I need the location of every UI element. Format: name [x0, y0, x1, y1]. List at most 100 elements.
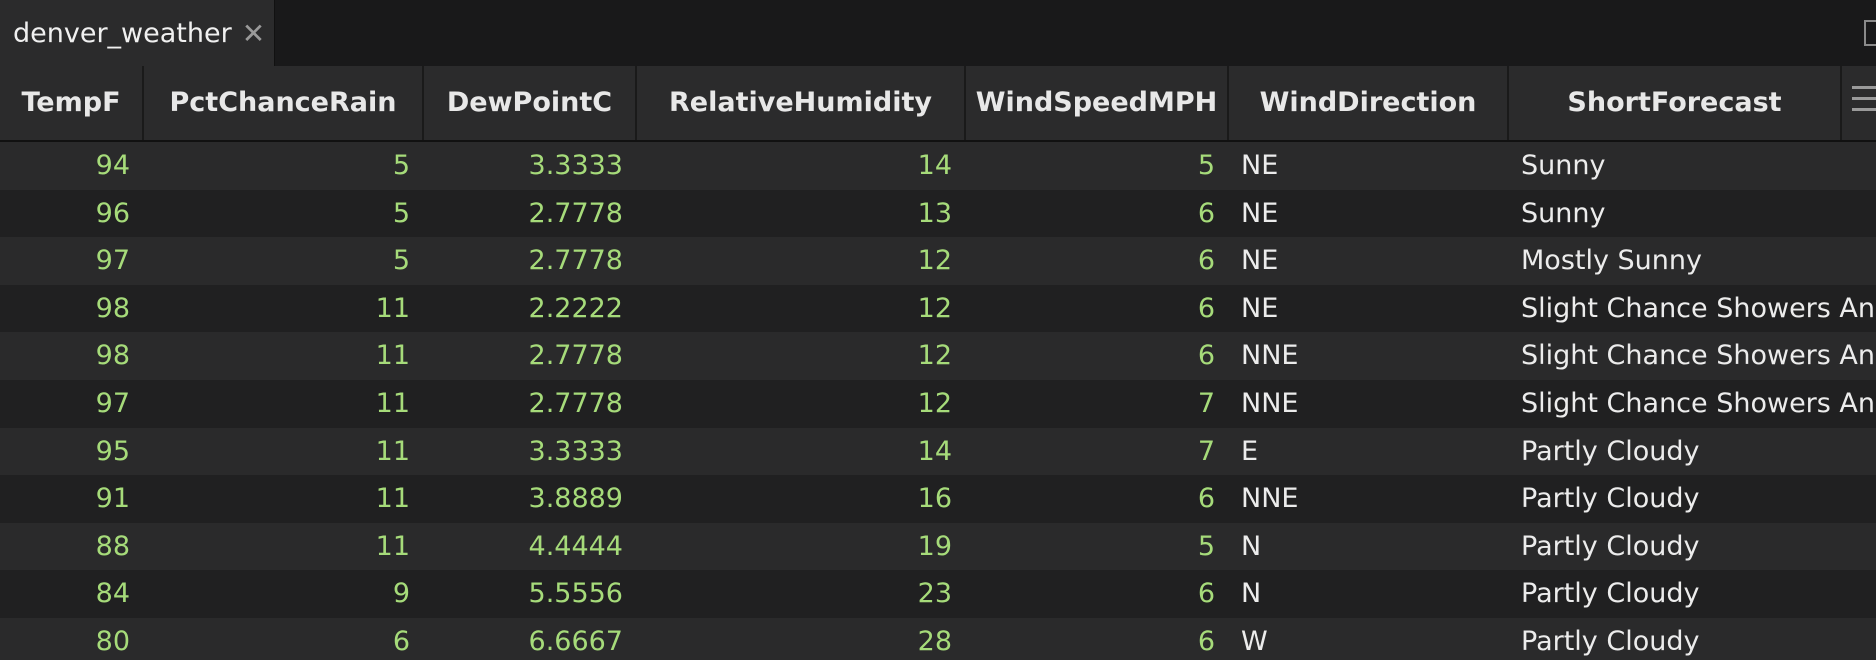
table-row: 98 11 2.2222 12 6 NE Slight Chance Showers And: [0, 284, 1876, 333]
column-header[interactable]: RelativeHumidity: [637, 66, 966, 140]
column-header[interactable]: WindSpeedMPH: [966, 66, 1229, 140]
table-cell: Slight Chance Showers And: [1521, 388, 1876, 419]
table-cell: Partly Cloudy: [1521, 626, 1700, 657]
table-cell: Mostly Sunny: [1521, 245, 1702, 277]
table-cell: N: [1241, 530, 1262, 562]
table-cell: NE: [1241, 150, 1279, 181]
table-row: 98 11 2.7778 12 6 NNE Slight Chance Showers An…: [0, 332, 1876, 380]
table-cell: 3.8889: [528, 483, 623, 515]
table-cell: 95: [95, 435, 130, 467]
table-cell: 6: [392, 626, 410, 657]
table-cell: Partly Cloudy: [1521, 435, 1700, 467]
tab[interactable]: denver_weather ✕: [0, 0, 275, 66]
table-cell: Partly Cloudy: [1521, 578, 1700, 610]
table-cell: 84: [95, 578, 130, 610]
column-header[interactable]: TempF: [0, 66, 144, 140]
table-row: 95 11 3.3333 14 7 E Partly Cloudy: [0, 427, 1876, 476]
maximize-icon[interactable]: [1864, 20, 1876, 46]
table-cell: 16: [917, 483, 952, 515]
table-cell: 11: [375, 435, 410, 467]
column-header[interactable]: PctChanceRain: [144, 66, 424, 140]
table-cell: 4.4444: [528, 530, 623, 562]
table-cell: 19: [917, 530, 952, 562]
table-cell: Slight Chance Showers And: [1521, 340, 1876, 372]
table-cell: 5: [392, 150, 410, 181]
table-cell: NE: [1241, 292, 1279, 324]
table-cell: 80: [95, 626, 130, 657]
table-cell: 12: [917, 388, 952, 419]
table-cell: 11: [375, 340, 410, 372]
column-header[interactable]: ShortForecast: [1509, 66, 1842, 140]
table-cell: 2.2222: [528, 292, 623, 324]
table-cell: 12: [917, 340, 952, 372]
table-cell: 5: [1197, 530, 1215, 562]
table-cell: 3.3333: [528, 435, 623, 467]
table-row: 80 6 6.6667 28 6 W Partly Cloudy: [0, 618, 1876, 660]
table-row: 94 5 3.3333 14 5 NE Sunny: [0, 142, 1876, 190]
table-row: 97 5 2.7778 12 6 NE Mostly Sunny: [0, 237, 1876, 285]
table-cell: NNE: [1241, 483, 1299, 515]
table-cell: 7: [1197, 435, 1215, 467]
table-cell: 88: [95, 530, 130, 562]
table-cell: 14: [917, 150, 952, 181]
table-cell: 9: [392, 578, 410, 610]
table-cell: 5: [1197, 150, 1215, 181]
table-cell: 12: [917, 245, 952, 277]
table-cell: W: [1241, 626, 1268, 657]
column-header[interactable]: WindDirection: [1229, 66, 1509, 140]
table-cell: 7: [1197, 388, 1215, 419]
table-row: 91 11 3.8889 16 6 NNE Partly Cloudy: [0, 475, 1876, 523]
table-row: 96 5 2.7778 13 6 NE Sunny: [0, 189, 1876, 238]
tab-bar: denver_weather ✕: [0, 0, 1876, 67]
table-row: 84 9 5.5556 23 6 N Partly Cloudy: [0, 570, 1876, 618]
table-cell: 98: [95, 292, 130, 324]
table-cell: 14: [917, 435, 952, 467]
table-cell: 6: [1197, 578, 1215, 610]
table-cell: 97: [95, 388, 130, 419]
table-cell: 2.7778: [528, 388, 623, 419]
table-cell: NE: [1241, 197, 1279, 229]
table-cell: NE: [1241, 245, 1279, 277]
table-cell: 6: [1197, 483, 1215, 515]
table-cell: Sunny: [1521, 197, 1606, 229]
table-cell: 98: [95, 340, 130, 372]
table-row: 97 11 2.7778 12 7 NNE Slight Chance Showers An…: [0, 380, 1876, 428]
table-cell: 6: [1197, 197, 1215, 229]
table-cell: 11: [375, 530, 410, 562]
table-cell: 6.6667: [528, 626, 623, 657]
table-cell: NNE: [1241, 388, 1299, 419]
table-cell: 23: [917, 578, 952, 610]
table-cell: 28: [917, 626, 952, 657]
table-cell: 3.3333: [528, 150, 623, 181]
column-menu[interactable]: [1852, 86, 1876, 120]
close-button[interactable]: ✕: [241, 16, 266, 50]
table-cell: 6: [1197, 245, 1215, 277]
table-cell: 13: [917, 197, 952, 229]
table-cell: 91: [95, 483, 130, 515]
table-cell: 11: [375, 388, 410, 419]
table-cell: 96: [95, 197, 130, 229]
table-cell: 5: [392, 197, 410, 229]
table-cell: E: [1241, 435, 1259, 467]
table-cell: Partly Cloudy: [1521, 483, 1700, 515]
table-cell: Partly Cloudy: [1521, 530, 1700, 562]
tab-title: denver_weather: [13, 17, 232, 49]
table-cell: 6: [1197, 340, 1215, 372]
header-row: TempF PctChanceRain DewPointC RelativeHumid…: [0, 66, 1876, 142]
table-cell: 94: [95, 150, 130, 181]
table-cell: Slight Chance Showers And: [1521, 292, 1876, 324]
table: TempF PctChanceRain DewPointC RelativeHumid…: [0, 66, 1876, 660]
table-cell: 5.5556: [528, 578, 623, 610]
table-cell: 6: [1197, 626, 1215, 657]
table-cell: 5: [392, 245, 410, 277]
table-cell: 2.7778: [528, 245, 623, 277]
table-cell: NNE: [1241, 340, 1299, 372]
table-cell: 2.7778: [528, 197, 623, 229]
table-cell: 11: [375, 292, 410, 324]
table-cell: 2.7778: [528, 340, 623, 372]
table-row: 88 11 4.4444 19 5 N Partly Cloudy: [0, 522, 1876, 571]
table-cell: 12: [917, 292, 952, 324]
column-header[interactable]: DewPointC: [424, 66, 637, 140]
table-cell: 97: [95, 245, 130, 277]
